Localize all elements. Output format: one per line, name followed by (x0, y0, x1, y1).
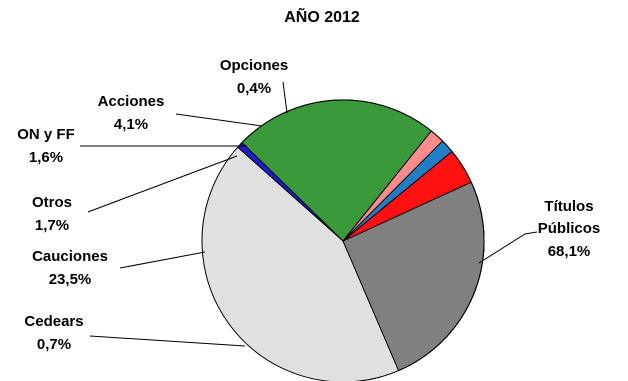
slice-label-opciones: Opciones (220, 57, 288, 74)
leader-line-titulos-publicos (478, 231, 538, 264)
slice-label-cedears: Cedears (24, 313, 83, 330)
leader-line-cedears (89, 335, 246, 347)
slice-value-cedears: 0,7% (37, 336, 71, 353)
leader-line-acciones (175, 113, 263, 127)
slice-value-cauciones: 23,5% (49, 271, 92, 288)
slice-label-titulos-line1: Títulos (544, 198, 593, 215)
slice-value-titulos: 68,1% (548, 243, 591, 260)
slice-value-acciones: 4,1% (114, 116, 148, 133)
leader-line-opciones (282, 81, 288, 114)
slice-label-titulos-line2: Públicos (538, 220, 601, 237)
slice-label-acciones: Acciones (98, 93, 165, 110)
leader-lines (80, 81, 538, 347)
slice-value-otros: 1,7% (35, 217, 69, 234)
slice-value-on-ff: 1,6% (29, 149, 63, 166)
leader-line-otros (87, 155, 238, 213)
slice-value-opciones: 0,4% (237, 80, 271, 97)
slice-label-on-ff: ON y FF (17, 126, 75, 143)
slice-label-otros: Otros (32, 194, 72, 211)
pie-slice-opciones (342, 181, 485, 372)
slice-label-cauciones: Cauciones (32, 248, 108, 265)
leader-line-cauciones (119, 251, 206, 269)
chart-title: AÑO 2012 (284, 6, 360, 26)
pie-slices (201, 99, 485, 381)
